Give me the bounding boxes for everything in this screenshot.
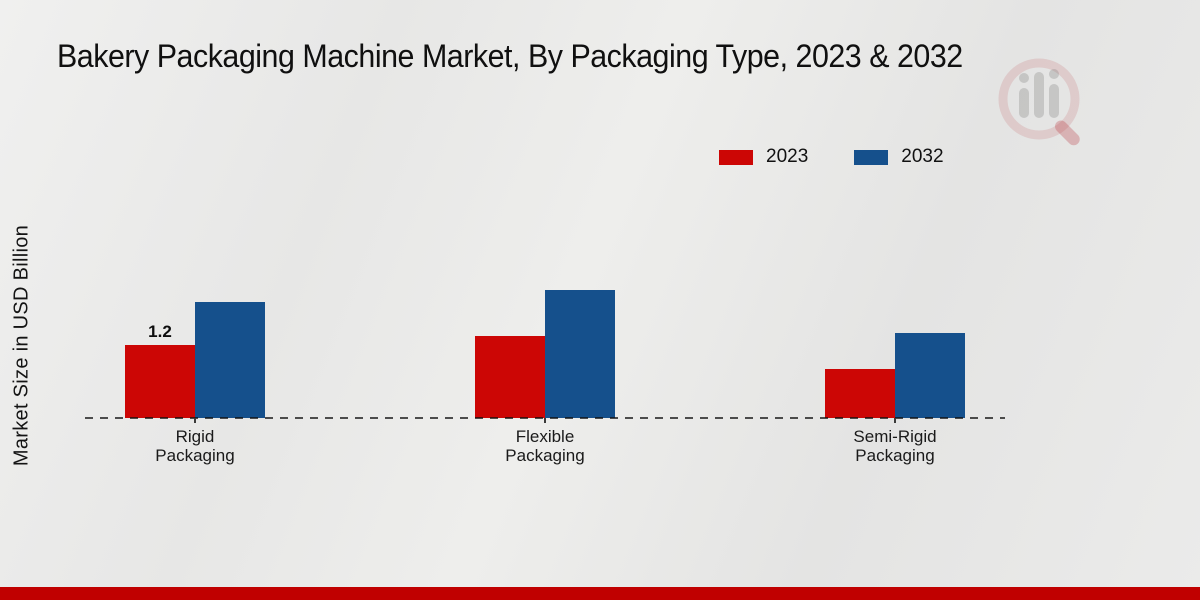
mrfr-logo-watermark: [993, 52, 1093, 162]
legend-label-2023: 2023: [766, 146, 809, 167]
category-label-flexible-packaging: Flexible Packaging: [505, 427, 585, 465]
plot-area: Rigid Packaging Flexible Packaging Semi-Rigi…: [85, 270, 1005, 465]
x-axis-tick-rigid-packaging: [194, 418, 196, 423]
bar-2023-rigid-packaging: [125, 345, 195, 418]
footer-accent-band: [0, 587, 1200, 600]
legend-swatch-2023: [719, 149, 753, 165]
x-axis-tick-semi-rigid-packaging: [894, 418, 896, 423]
legend-item-2032: 2032: [854, 146, 944, 168]
y-axis-label: Market Size in USD Billion: [10, 224, 33, 467]
bar-2023-semi-rigid-packaging: [825, 369, 895, 418]
bar-2032-rigid-packaging: [195, 302, 265, 418]
bar-2023-flexible-packaging: [475, 336, 545, 418]
legend: 2023 2032: [719, 146, 944, 168]
bar-value-label: 1.2: [148, 322, 172, 341]
category-label-rigid-packaging: Rigid Packaging: [155, 427, 235, 465]
bar-2032-semi-rigid-packaging: [895, 333, 965, 418]
x-axis-tick-flexible-packaging: [544, 418, 546, 423]
legend-label-2032: 2032: [901, 146, 944, 167]
legend-item-2023: 2023: [719, 146, 808, 168]
legend-swatch-2032: [854, 149, 889, 165]
category-label-semi-rigid-packaging: Semi-Rigid Packaging: [853, 427, 937, 465]
bar-2032-flexible-packaging: [545, 290, 615, 418]
chart-title: Bakery Packaging Machine Market, By Pack…: [57, 38, 963, 74]
